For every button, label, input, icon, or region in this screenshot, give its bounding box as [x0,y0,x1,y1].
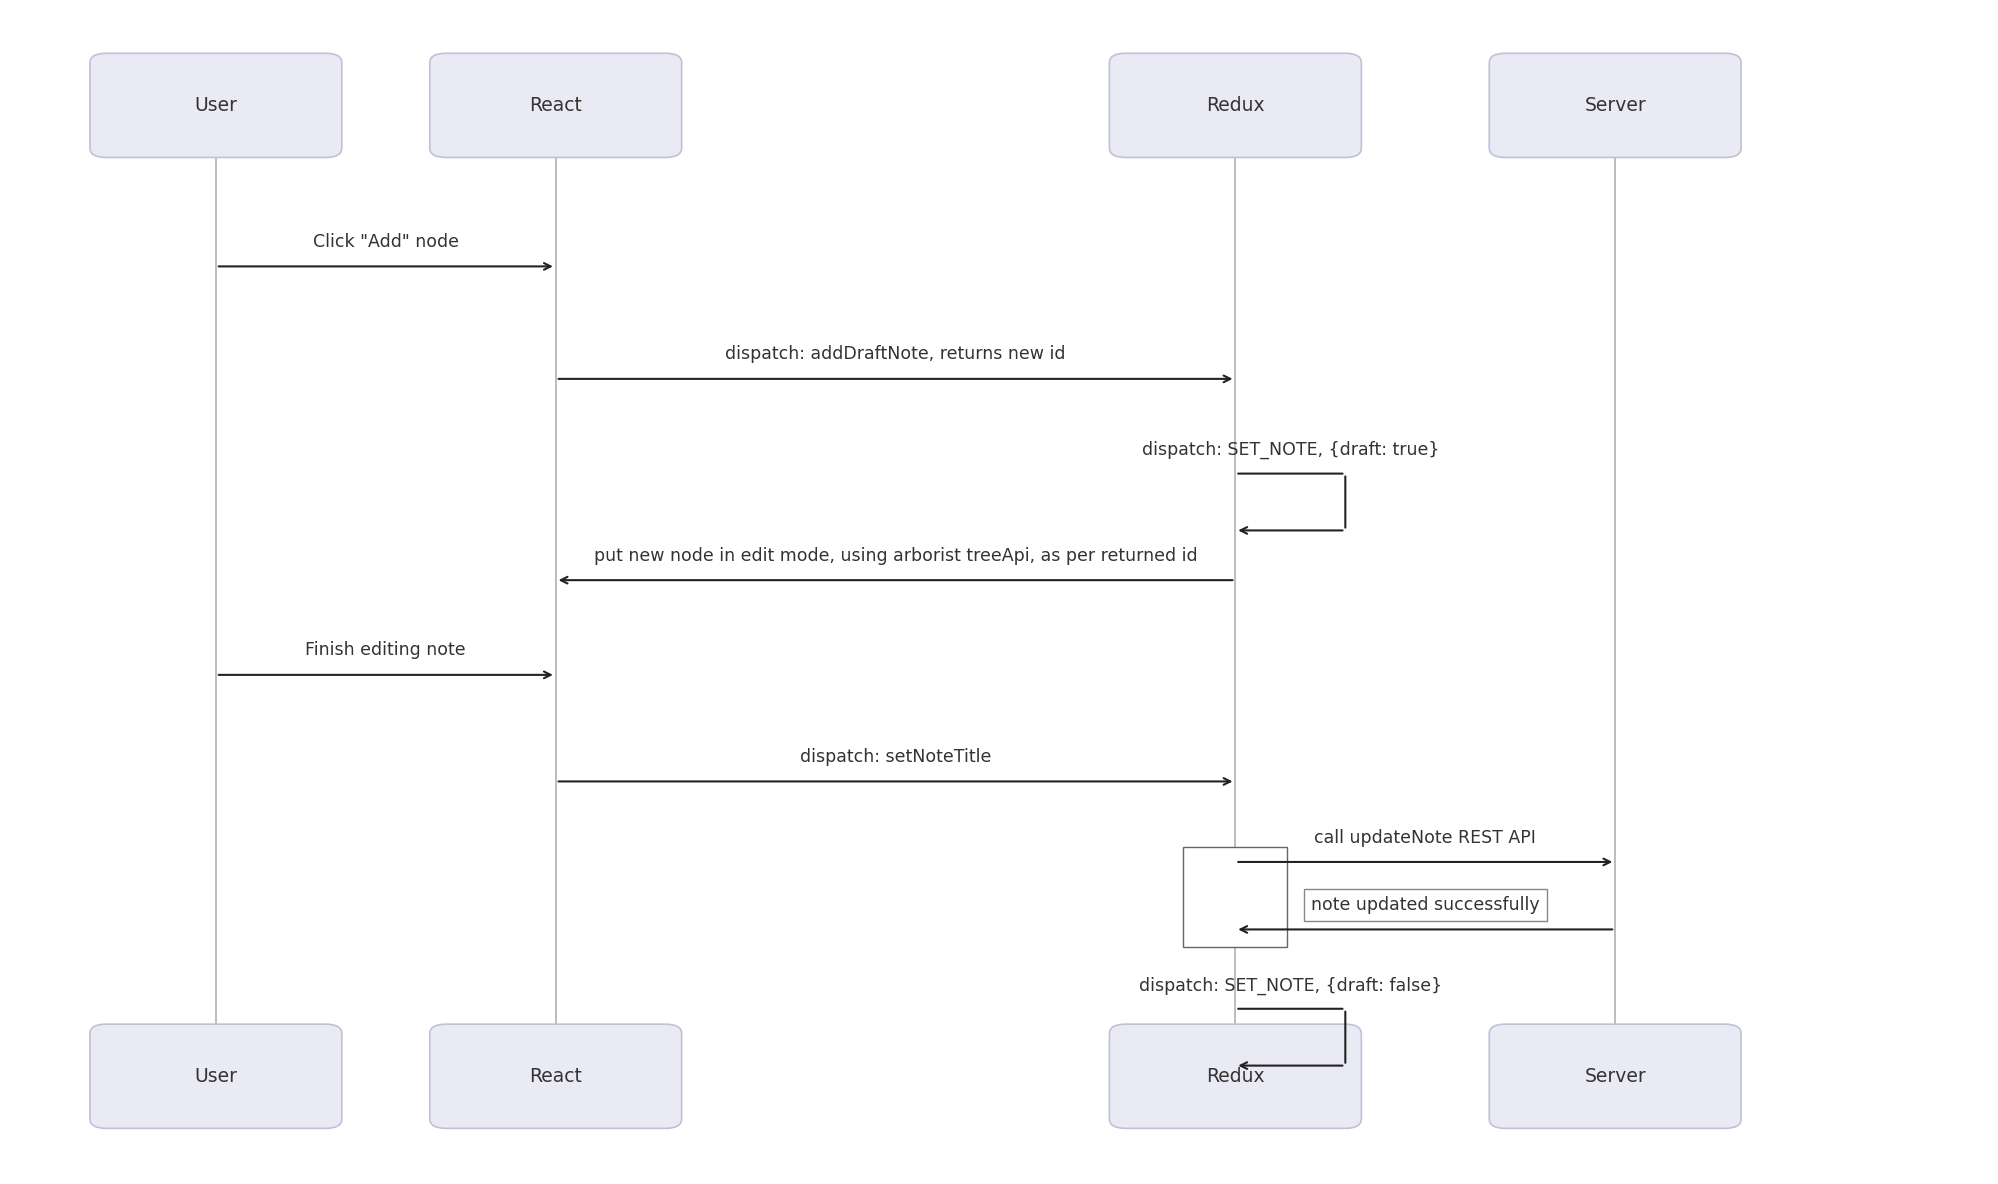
Text: call updateNote REST API: call updateNote REST API [1315,829,1534,847]
Text: dispatch: SET_NOTE, {draft: true}: dispatch: SET_NOTE, {draft: true} [1141,442,1439,459]
FancyBboxPatch shape [1183,847,1287,947]
Text: React: React [529,96,581,115]
Text: Finish editing note: Finish editing note [306,642,466,659]
Text: Server: Server [1584,96,1644,115]
FancyBboxPatch shape [1489,53,1740,157]
FancyBboxPatch shape [90,1024,342,1128]
FancyBboxPatch shape [1109,1024,1361,1128]
Text: dispatch: SET_NOTE, {draft: false}: dispatch: SET_NOTE, {draft: false} [1139,977,1441,995]
FancyBboxPatch shape [1489,1024,1740,1128]
Text: Redux: Redux [1205,96,1265,115]
Text: React: React [529,1067,581,1086]
FancyBboxPatch shape [1109,53,1361,157]
Text: Click "Add" node: Click "Add" node [312,233,460,251]
Text: User: User [194,1067,238,1086]
Text: put new node in edit mode, using arborist treeApi, as per returned id: put new node in edit mode, using arboris… [593,547,1197,565]
Text: dispatch: setNoteTitle: dispatch: setNoteTitle [799,748,991,766]
FancyBboxPatch shape [430,1024,681,1128]
Text: note updated successfully: note updated successfully [1311,896,1538,914]
FancyBboxPatch shape [90,53,342,157]
FancyBboxPatch shape [430,53,681,157]
Text: Redux: Redux [1205,1067,1265,1086]
Text: User: User [194,96,238,115]
Text: Server: Server [1584,1067,1644,1086]
Text: dispatch: addDraftNote, returns new id: dispatch: addDraftNote, returns new id [725,346,1065,363]
